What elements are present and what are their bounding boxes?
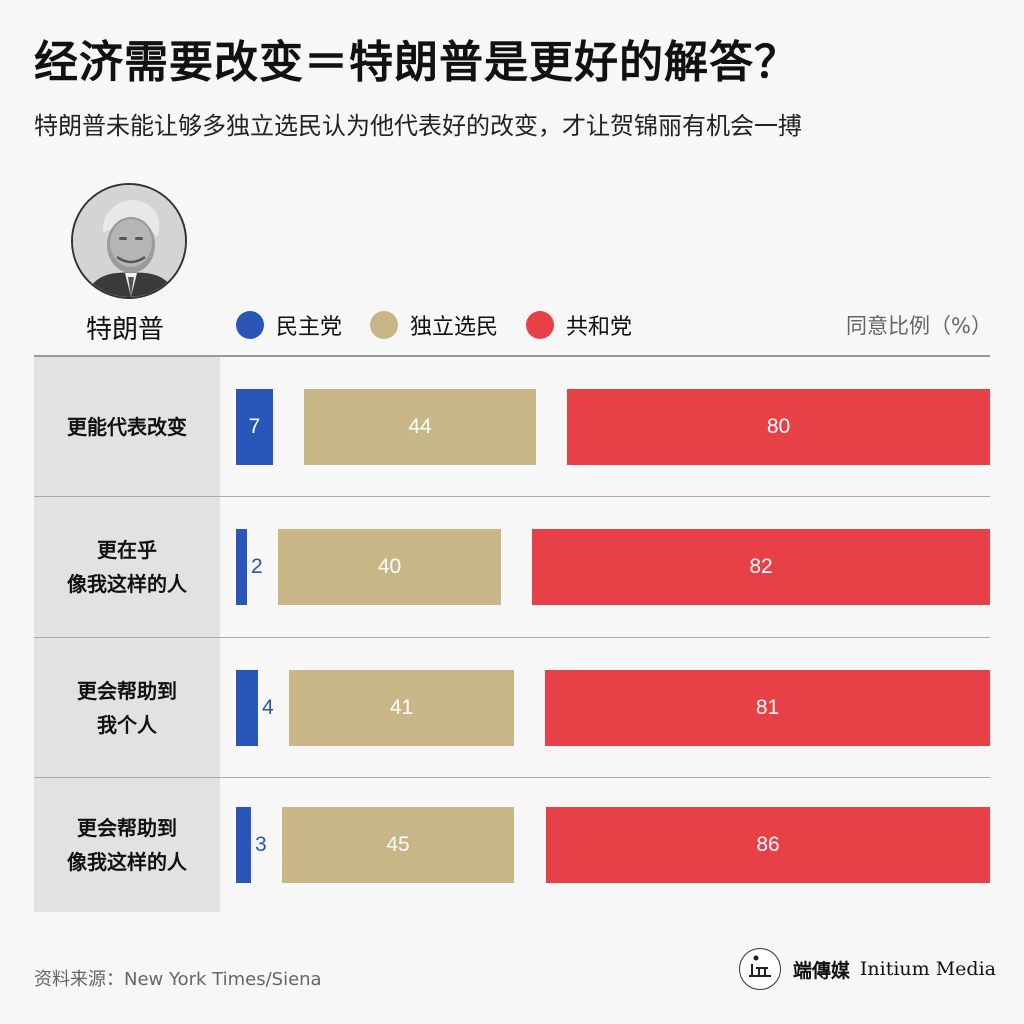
legend-dot-democrat: [236, 311, 264, 339]
data-label-independent: 40: [377, 555, 402, 578]
row-label: 更在乎 像我这样的人: [67, 538, 187, 596]
data-label-republican: 80: [766, 415, 791, 438]
data-label-independent: 41: [389, 696, 414, 719]
brand-name-cn: 端傳媒: [792, 959, 850, 982]
data-label-republican: 86: [756, 833, 780, 856]
data-label-democrat: 4: [262, 696, 274, 719]
bar-independent: 41: [289, 670, 514, 746]
legend-label-republican: 共和党: [566, 315, 633, 340]
bar-democrat: 7: [236, 389, 273, 465]
row-label-cell: 更会帮助到 我个人: [34, 638, 220, 777]
legend-label-democrat: 民主党: [276, 315, 343, 340]
row-label-cell: 更能代表改变: [34, 357, 220, 496]
unit-label: 同意比例（%）: [846, 314, 992, 338]
bar-democrat: [236, 807, 251, 883]
person-name: 特朗普: [86, 315, 165, 345]
bar-republican: 81: [545, 670, 990, 746]
chart-title: 经济需要改变＝特朗普是更好的解答？: [34, 37, 799, 88]
row-label: 更会帮助到 像我这样的人: [67, 816, 187, 874]
bar-independent: 44: [304, 389, 536, 465]
data-label-independent: 44: [408, 415, 432, 438]
brand-logo-icon: [738, 948, 781, 990]
row-label: 更会帮助到 我个人: [77, 678, 177, 737]
bar-republican: 80: [567, 389, 990, 465]
data-label-republican: 82: [749, 555, 773, 578]
legend: 民主党 独立选民 共和党: [236, 309, 660, 341]
legend-label-independent: 独立选民: [410, 315, 499, 340]
portrait-photo: [71, 183, 187, 299]
row-divider: [34, 496, 990, 497]
legend-dot-republican: [526, 311, 555, 339]
row-label-cell: 更会帮助到 像我这样的人: [34, 778, 220, 912]
bar-democrat: [236, 670, 258, 746]
data-label-democrat: 7: [248, 415, 261, 438]
bar-independent: 45: [282, 807, 514, 883]
legend-item-republican: 共和党: [526, 309, 632, 341]
bar-democrat: [236, 529, 247, 605]
header-divider: [34, 355, 990, 357]
legend-item-independent: 独立选民: [370, 309, 498, 341]
legend-dot-independent: [370, 311, 399, 339]
row-label-cell: 更在乎 像我这样的人: [34, 497, 220, 637]
chart-subtitle: 特朗普未能让够多独立选民认为他代表好的改变，才让贺锦丽有机会一搏: [34, 112, 802, 140]
data-label-republican: 81: [755, 696, 780, 719]
brand-name-en: Initium Media: [859, 958, 996, 980]
row-divider: [34, 637, 990, 638]
bar-republican: 86: [546, 807, 990, 883]
portrait-illustration: [73, 185, 185, 297]
data-label-democrat: 3: [255, 833, 267, 856]
bar-independent: 40: [278, 529, 501, 605]
source-note: 资料来源：New York Times/Siena: [34, 969, 322, 990]
data-label-independent: 45: [386, 833, 410, 856]
brand: 端傳媒 Initium Media: [738, 948, 996, 990]
row-label: 更能代表改变: [67, 414, 187, 439]
bar-republican: 82: [532, 529, 990, 605]
legend-item-democrat: 民主党: [236, 309, 342, 341]
row-divider: [34, 777, 990, 778]
data-label-democrat: 2: [251, 555, 263, 578]
